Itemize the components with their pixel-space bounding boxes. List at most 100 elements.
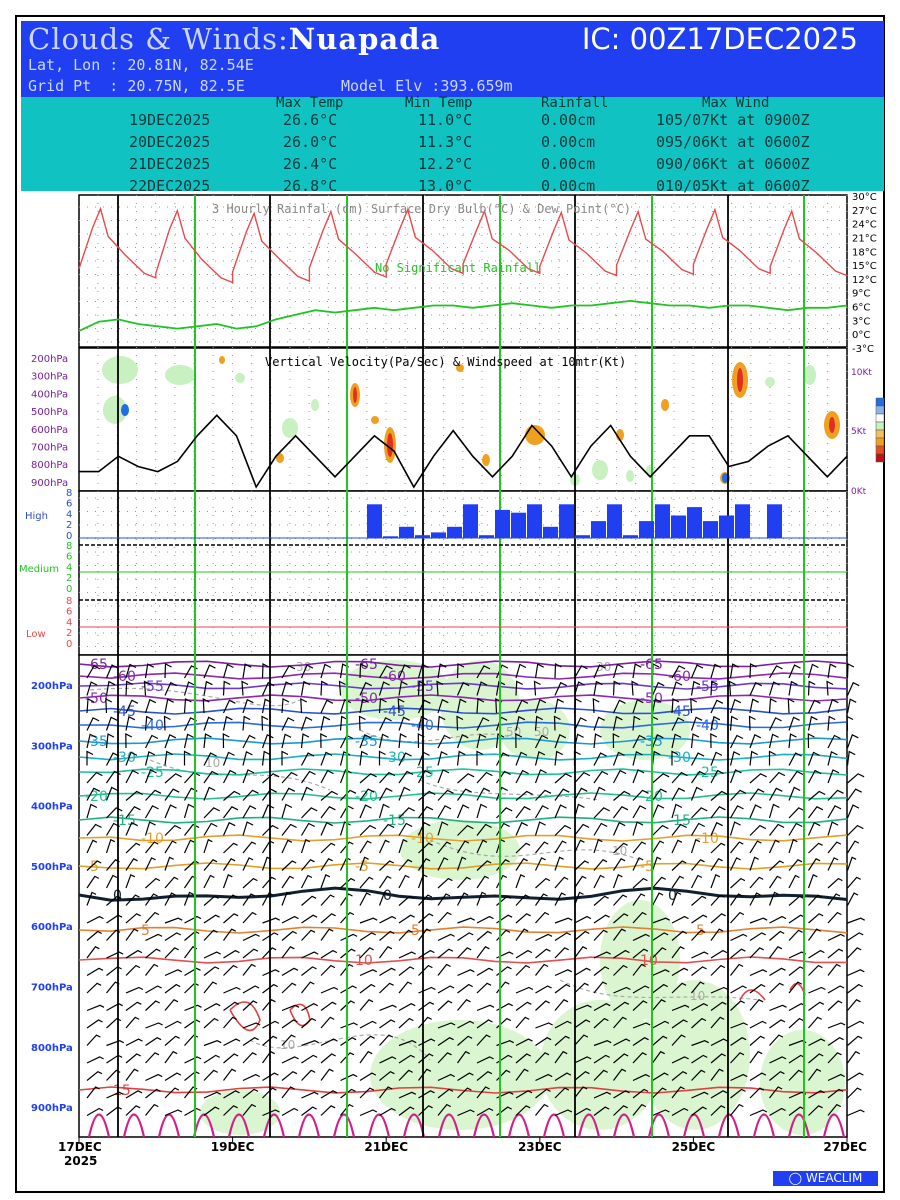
wind-barb — [320, 751, 333, 766]
wind-barb — [144, 821, 156, 836]
wind-barb — [769, 1004, 787, 1012]
pressure-tick: 300hPa — [31, 372, 68, 383]
wind-barb — [553, 715, 561, 731]
wind-barb — [534, 734, 549, 749]
wind-barb — [671, 1086, 685, 1099]
humidity-area — [370, 1020, 550, 1130]
wind-barb — [593, 807, 610, 819]
temp-tick: 3°C — [852, 316, 870, 327]
cloud-bar — [559, 504, 574, 539]
cloud-bar — [511, 512, 526, 538]
wind-barb — [574, 1004, 592, 1012]
wind-barb — [437, 857, 449, 871]
wind-barb — [456, 681, 470, 696]
wind-barb — [164, 788, 180, 801]
velocity-blob — [311, 399, 319, 411]
wind-tick: 10Kt — [851, 368, 872, 378]
wind-barb — [827, 841, 842, 854]
wind-barb — [769, 946, 783, 959]
wind-barb — [86, 771, 103, 784]
wind-barb — [808, 806, 824, 819]
wind-barb — [554, 876, 569, 889]
wind-barb — [808, 1053, 824, 1064]
wind-barb — [261, 750, 271, 766]
isotherm-label: -5 — [355, 859, 369, 875]
wind-barb — [105, 716, 118, 731]
wind-barb — [105, 698, 113, 714]
wind-barb — [203, 914, 220, 924]
panel2-title: Vertical Velocity(Pa/Sec) & Windspeed at… — [265, 355, 626, 369]
x-tick-label: 25DEC — [672, 1140, 716, 1154]
wind-barb — [730, 911, 745, 924]
wind-barb — [730, 985, 747, 994]
wind-barb — [652, 932, 669, 942]
wind-barb — [749, 1072, 767, 1082]
isotherm-label: 5 — [411, 923, 420, 939]
cover-tick: 8 — [66, 596, 72, 607]
wind-barb — [613, 913, 629, 924]
isotherm-label: 10 — [355, 953, 373, 969]
wind-barb — [164, 1087, 180, 1099]
temp-tick: 18°C — [852, 247, 877, 258]
cover-tick: 0 — [66, 639, 72, 650]
wind-barb — [320, 928, 334, 941]
wind-barb — [632, 734, 646, 749]
wind-barb — [437, 715, 446, 731]
wind-barb — [125, 733, 133, 749]
wind-barb — [730, 877, 746, 889]
row-min-temp: 11.0°C — [418, 111, 473, 129]
wind-barb — [320, 733, 328, 749]
wind-barb — [534, 821, 546, 836]
wind-barb — [379, 967, 396, 977]
wind-barb — [593, 680, 603, 696]
wind-barb — [300, 822, 315, 836]
wind-barb — [574, 930, 590, 941]
wind-barb — [398, 1091, 417, 1099]
wind-barb — [535, 877, 551, 889]
wind-barb — [437, 789, 454, 801]
wind-barb — [730, 1052, 745, 1064]
wind-barb — [632, 1022, 651, 1029]
wind-barb — [242, 841, 257, 854]
wind-barb — [398, 1017, 414, 1029]
wind-barb — [281, 787, 296, 801]
wind-barb — [534, 769, 547, 784]
wind-barb — [339, 698, 352, 714]
wind-barb — [359, 917, 378, 924]
wind-barb — [690, 874, 703, 889]
wind-barb — [125, 715, 136, 731]
wind-barb — [86, 1086, 100, 1099]
wind-barb — [476, 823, 492, 836]
cloud-bar — [703, 521, 718, 538]
time-lines — [117, 195, 805, 1137]
temp-tick: 30°C — [852, 192, 877, 203]
wind-tick: 5Kt — [851, 427, 867, 437]
wind-barb — [769, 930, 785, 941]
wind-barb — [301, 914, 318, 924]
surface-contour — [647, 1113, 671, 1138]
wind-barb — [281, 982, 297, 994]
wind-barb — [749, 840, 762, 854]
wind-barb — [242, 663, 252, 679]
wind-barb — [457, 1109, 475, 1117]
wind-barb — [378, 681, 390, 696]
wind-barb — [456, 892, 469, 906]
wind-barb — [651, 698, 662, 714]
wind-barb — [437, 1037, 454, 1046]
wind-barb — [436, 680, 444, 696]
wind-barb — [223, 1090, 240, 1099]
wind-barb — [437, 963, 451, 976]
wind-barb — [456, 856, 467, 871]
wind-barb — [749, 1020, 767, 1029]
isotherm-line — [78, 672, 848, 680]
wind-barb — [222, 873, 233, 889]
wind-barb — [223, 1016, 237, 1029]
wind-barb — [515, 663, 527, 679]
pressure-tick: 700hPa — [31, 983, 73, 994]
wind-barb — [379, 1107, 396, 1117]
wind-barb — [612, 733, 620, 749]
wind-barb — [86, 1034, 101, 1046]
wind-barb — [749, 917, 768, 924]
wind-barb — [145, 877, 161, 889]
wind-barb — [729, 663, 739, 679]
